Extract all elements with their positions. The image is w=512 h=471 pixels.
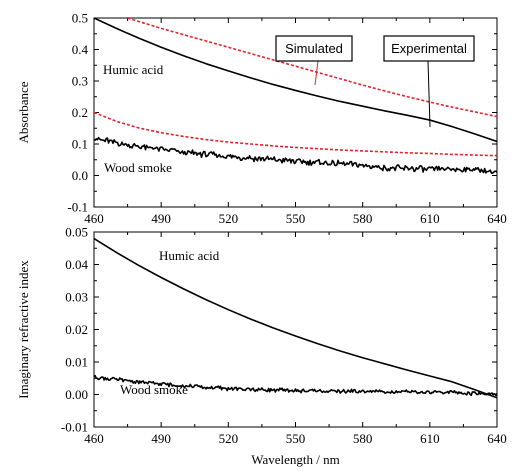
y-tick-label: 0.3	[72, 74, 88, 89]
plot-frame	[93, 231, 498, 428]
y-tick-label: 0.03	[65, 290, 88, 305]
y-tick-label: 0.01	[65, 355, 88, 370]
annotation-box	[275, 35, 353, 62]
x-tick-label: 490	[151, 431, 171, 446]
annotation-label: Humic acid	[159, 248, 220, 263]
x-axis-title: Wavelength / nm	[251, 452, 340, 467]
wood-smoke-line-line	[94, 374, 497, 397]
humic-acid-simulated-line	[127, 18, 497, 118]
y-axis-title: Absorbance	[16, 81, 31, 143]
annotation-leader	[427, 60, 431, 128]
y-tick-label: 0.02	[65, 322, 88, 337]
wood-smoke-simulated-line	[94, 111, 497, 157]
x-tick-label: 550	[286, 431, 306, 446]
x-tick-label: 580	[353, 431, 373, 446]
y-tick-label: -0.1	[67, 200, 88, 215]
wood-smoke-experimental-line	[94, 136, 497, 174]
x-tick-label: 520	[219, 211, 239, 226]
y-tick-label: 0.4	[72, 42, 89, 57]
annotation-leader	[314, 60, 319, 86]
y-tick-label: -0.01	[61, 420, 88, 435]
x-tick-label: 460	[84, 211, 104, 226]
refractive-index-panel: 460 490 520 550 580 610 640 -0.01 0.00 0.01 0.02 0.…	[16, 225, 507, 468]
annotation-label: Humic acid	[103, 62, 164, 77]
x-tick-label: 610	[420, 211, 440, 226]
y-tick-label: 0.04	[65, 257, 88, 272]
x-tick-label: 550	[286, 211, 306, 226]
annotation-label: Wood smoke	[104, 160, 172, 175]
x-tick-label: 490	[151, 211, 171, 226]
y-axis-title: Imaginary refractive index	[16, 260, 31, 399]
y-tick-label: 0.2	[72, 105, 88, 120]
x-tick-label: 610	[420, 431, 440, 446]
annotation-label: Experimental	[391, 41, 467, 56]
annotation-label: Simulated	[285, 41, 343, 56]
absorbance-panel: 460 490 520 550 580 610 640 -0.1 0.0 0.1 0.2 0.3 0.4…	[16, 11, 507, 227]
x-tick-label: 580	[353, 211, 373, 226]
x-tick-label: 640	[487, 211, 507, 226]
y-tick-label: 0.00	[65, 387, 88, 402]
annotation-box	[383, 35, 475, 62]
y-tick-label: 0.1	[72, 137, 88, 152]
x-tick-label: 640	[487, 431, 507, 446]
humic-acid-line-line	[94, 237, 497, 399]
x-tick-label: 520	[219, 431, 239, 446]
y-tick-label: 0.0	[72, 168, 88, 183]
annotation-label: Wood smoke	[120, 382, 188, 397]
y-tick-label: 0.5	[72, 11, 88, 26]
x-tick-label: 460	[84, 431, 104, 446]
y-tick-label: 0.05	[65, 225, 88, 240]
